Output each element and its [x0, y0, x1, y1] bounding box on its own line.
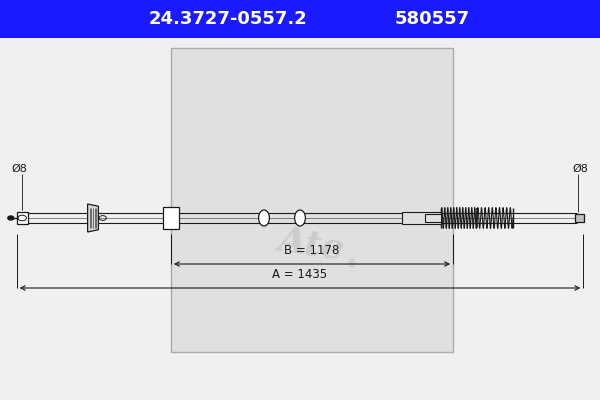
Bar — [171, 48, 453, 352]
Text: 24.3727-0557.2: 24.3727-0557.2 — [149, 10, 307, 28]
Text: Ate: Ate — [277, 222, 347, 266]
Text: ®: ® — [346, 259, 356, 269]
Bar — [575, 214, 584, 222]
Circle shape — [8, 216, 14, 220]
Text: B = 1178: B = 1178 — [284, 244, 340, 257]
Bar — [425, 214, 441, 222]
Ellipse shape — [295, 210, 305, 226]
Text: Ø8: Ø8 — [12, 164, 28, 174]
Bar — [0, 0, 600, 38]
Text: A = 1435: A = 1435 — [272, 268, 328, 281]
Bar — [163, 207, 179, 229]
Bar — [402, 212, 441, 224]
Polygon shape — [88, 204, 98, 232]
Ellipse shape — [259, 210, 269, 226]
Text: Ø8: Ø8 — [572, 164, 588, 174]
Bar — [17, 212, 28, 224]
Text: 580557: 580557 — [394, 10, 470, 28]
